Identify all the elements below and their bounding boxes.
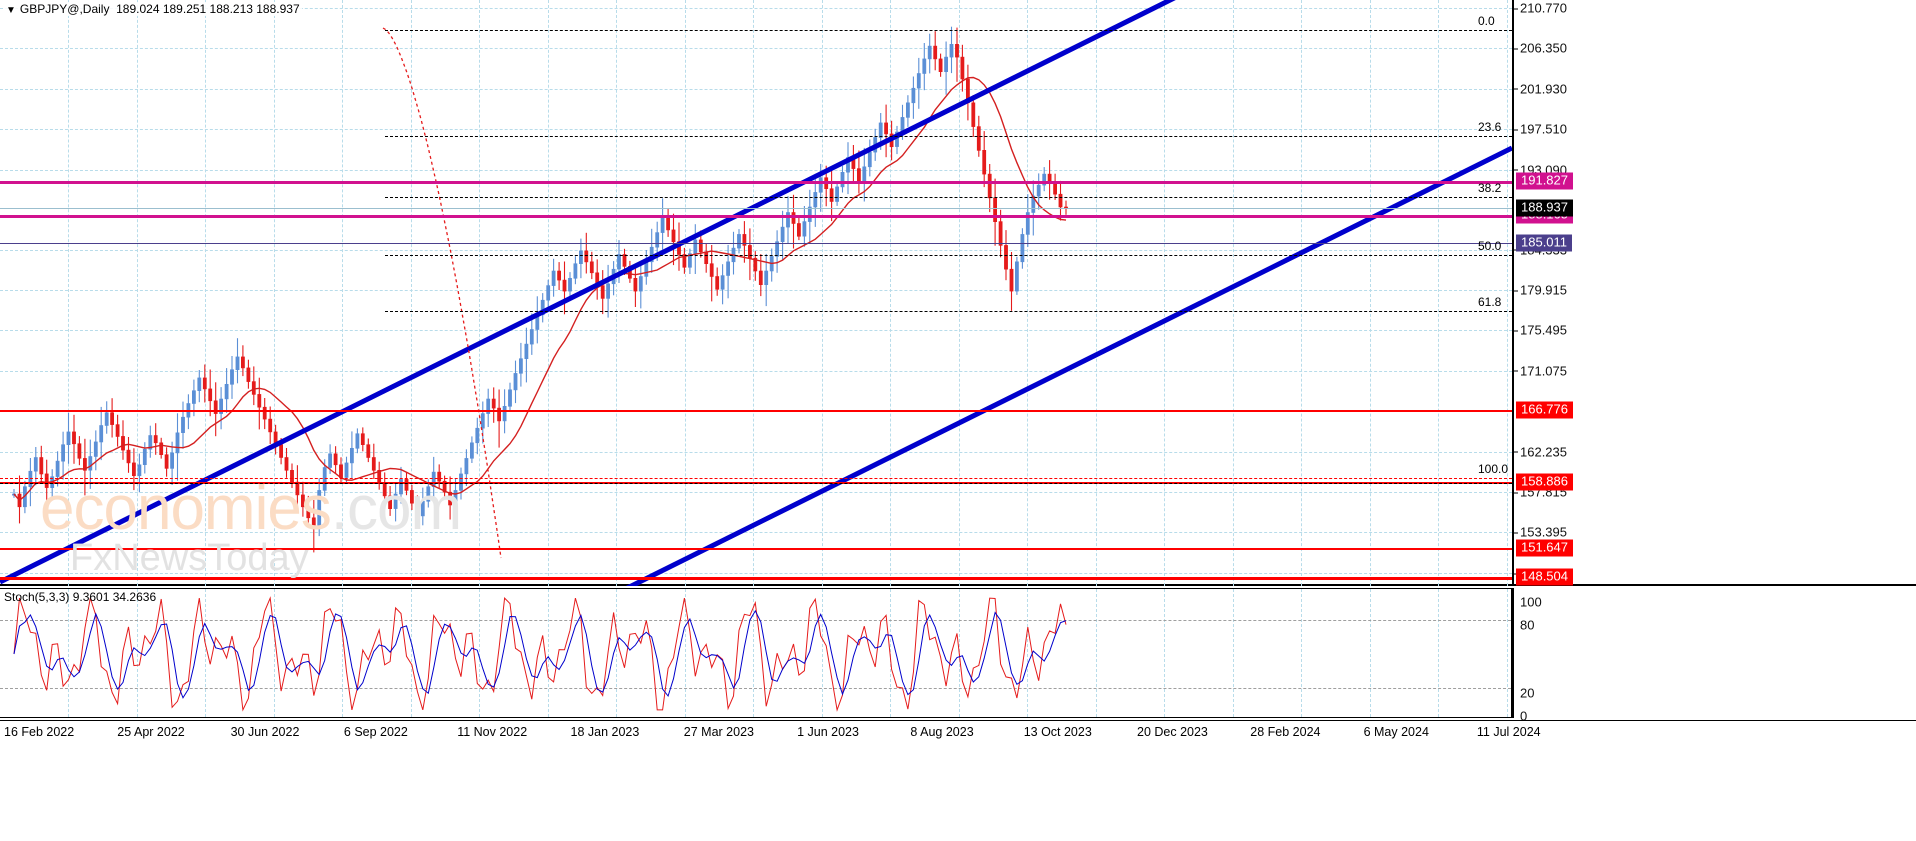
fibonacci-level-line [385,255,1512,256]
trend-channel[interactable] [0,0,1512,586]
price-level-line [0,214,1512,218]
date-axis-tick: 6 May 2024 [1363,725,1429,739]
stochastic-axis-rail [1512,588,1514,718]
date-axis-tick: 28 Feb 2024 [1250,725,1321,739]
price-series-overlay [0,0,1512,586]
price-level-line [0,548,1512,551]
date-axis-tick: 20 Dec 2023 [1137,725,1208,739]
tick-mark [1512,492,1518,494]
date-axis-tick: 11 Nov 2022 [457,725,528,739]
stochastic-k-line [13,596,1067,712]
parabolic-projection-curve [382,27,502,559]
price-axis-tick: 179.915 [1512,282,1567,298]
tick-mark [1512,8,1518,9]
stochastic-axis-tick-label: 100 [1520,594,1542,610]
price-axis-tick: 210.770 [1512,0,1567,16]
channel-lower-line [625,145,1512,586]
price-badge-166776[interactable]: 166.776 [1516,401,1573,419]
channel-upper-line [0,0,1176,585]
price-axis-tick: 206.350 [1512,40,1567,56]
price-axis-tick: 175.495 [1512,322,1567,338]
fibonacci-level-line [0,483,1512,484]
tick-mark [1512,451,1518,453]
stochastic-header: Stoch(5,3,3) 9.3601 34.2636 [4,590,157,604]
tick-mark [1512,330,1518,332]
price-panel[interactable]: economies.com FxNewsToday 210.770 206.350… [0,0,1916,586]
price-badge-151647[interactable]: 151.647 [1516,539,1573,557]
tick-mark [1512,290,1518,292]
price-axis-rail [1512,0,1514,584]
stochastic-panel[interactable]: 100 80 20 0 Stoch(5,3,3) 9.3601 34.2636 [0,588,1916,724]
fibonacci-level-label: 61.8 [1478,295,1502,309]
tick-mark [1512,573,1518,574]
tick-mark [1512,370,1518,372]
date-axis-tick: 30 Jun 2022 [230,725,300,739]
fibonacci-level-line [0,478,1512,479]
price-axis-tick-label: 171.075 [1520,363,1567,379]
stochastic-axis-tick-label: 0 [1520,708,1528,724]
price-level-line [0,181,1512,185]
price-axis-tick-label: 197.510 [1520,121,1567,137]
tick-mark [1512,169,1518,171]
date-axis-tick: 11 Jul 2024 [1476,725,1541,739]
price-axis-tick-label: 206.350 [1520,40,1567,56]
date-axis-tick: 16 Feb 2022 [4,725,75,739]
fibonacci-level-label: 50.0 [1478,239,1502,253]
last-price-badge[interactable]: 188.937 [1516,199,1573,217]
price-axis-tick: 171.075 [1512,363,1567,379]
fibonacci-level-line [385,311,1512,312]
fibonacci-level-line [385,30,1512,31]
price-axis-tick: 162.235 [1512,444,1567,460]
price-axis-tick-label: 210.770 [1520,0,1567,16]
date-axis-tick: 13 Oct 2023 [1023,725,1092,739]
symbol-label: GBPJPY@,Daily [19,2,110,16]
date-axis-tick: 1 Jun 2023 [797,725,859,739]
price-level-line [0,577,1512,581]
stochastic-series-overlay [13,596,1067,712]
price-level-line [0,243,1512,245]
price-plot-area[interactable]: economies.com FxNewsToday [0,0,1512,586]
tick-mark [1512,48,1518,50]
fibonacci-level-line [385,197,1512,198]
fibonacci-level-label: 0.0 [1478,14,1495,28]
tick-mark [1512,249,1518,251]
date-axis-tick: 18 Jan 2023 [570,725,640,739]
price-badge-158886[interactable]: 158.886 [1516,473,1573,491]
price-badge-185011[interactable]: 185.011 [1516,234,1573,252]
date-axis-tick: 8 Aug 2023 [910,725,974,739]
tick-mark [1512,88,1518,90]
stochastic-d-line [13,609,1067,699]
date-axis[interactable]: 16 Feb 2022 25 Apr 2022 30 Jun 2022 6 Sep 2… [0,720,1916,841]
stochastic-axis-tick-label: 20 [1520,685,1535,701]
date-axis-tick: 27 Mar 2023 [683,725,754,739]
date-axis-tick: 6 Sep 2022 [343,725,408,739]
price-axis-tick-label: 201.930 [1520,81,1567,97]
ohlc-values: 189.024 189.251 188.213 188.937 [116,2,300,16]
collapse-caret-icon[interactable]: ▼ [6,5,16,16]
fibonacci-level-label: 23.6 [1478,120,1502,134]
price-axis-tick: 153.395 [1512,524,1567,540]
price-axis-tick-label: 179.915 [1520,282,1567,298]
price-level-line [0,410,1512,413]
price-badge-148504[interactable]: 148.504 [1516,568,1573,586]
price-axis-tick-label: 162.235 [1520,444,1567,460]
price-axis-tick: 201.930 [1512,81,1567,97]
price-axis-tick-label: 175.495 [1520,322,1567,338]
stochastic-axis-tick-label: 80 [1520,617,1535,633]
fibonacci-level-label: 100.0 [1478,462,1509,476]
moving-average-line [13,76,1067,502]
price-badge-191827[interactable]: 191.827 [1516,172,1573,190]
price-axis-tick: 197.510 [1512,121,1567,137]
tick-mark [1512,129,1518,131]
fibonacci-level-line [385,136,1512,137]
tick-mark [1512,532,1518,534]
last-price-line [0,207,1512,209]
fibonacci-level-label: 38.2 [1478,181,1502,195]
chart-header: ▼ GBPJPY@,Daily 189.024 189.251 188.213 1… [4,2,302,16]
candlestick-series [12,26,1068,553]
date-axis-tick: 25 Apr 2022 [117,725,185,739]
stochastic-plot-area[interactable] [0,588,1512,718]
price-axis-tick-label: 153.395 [1520,524,1567,540]
